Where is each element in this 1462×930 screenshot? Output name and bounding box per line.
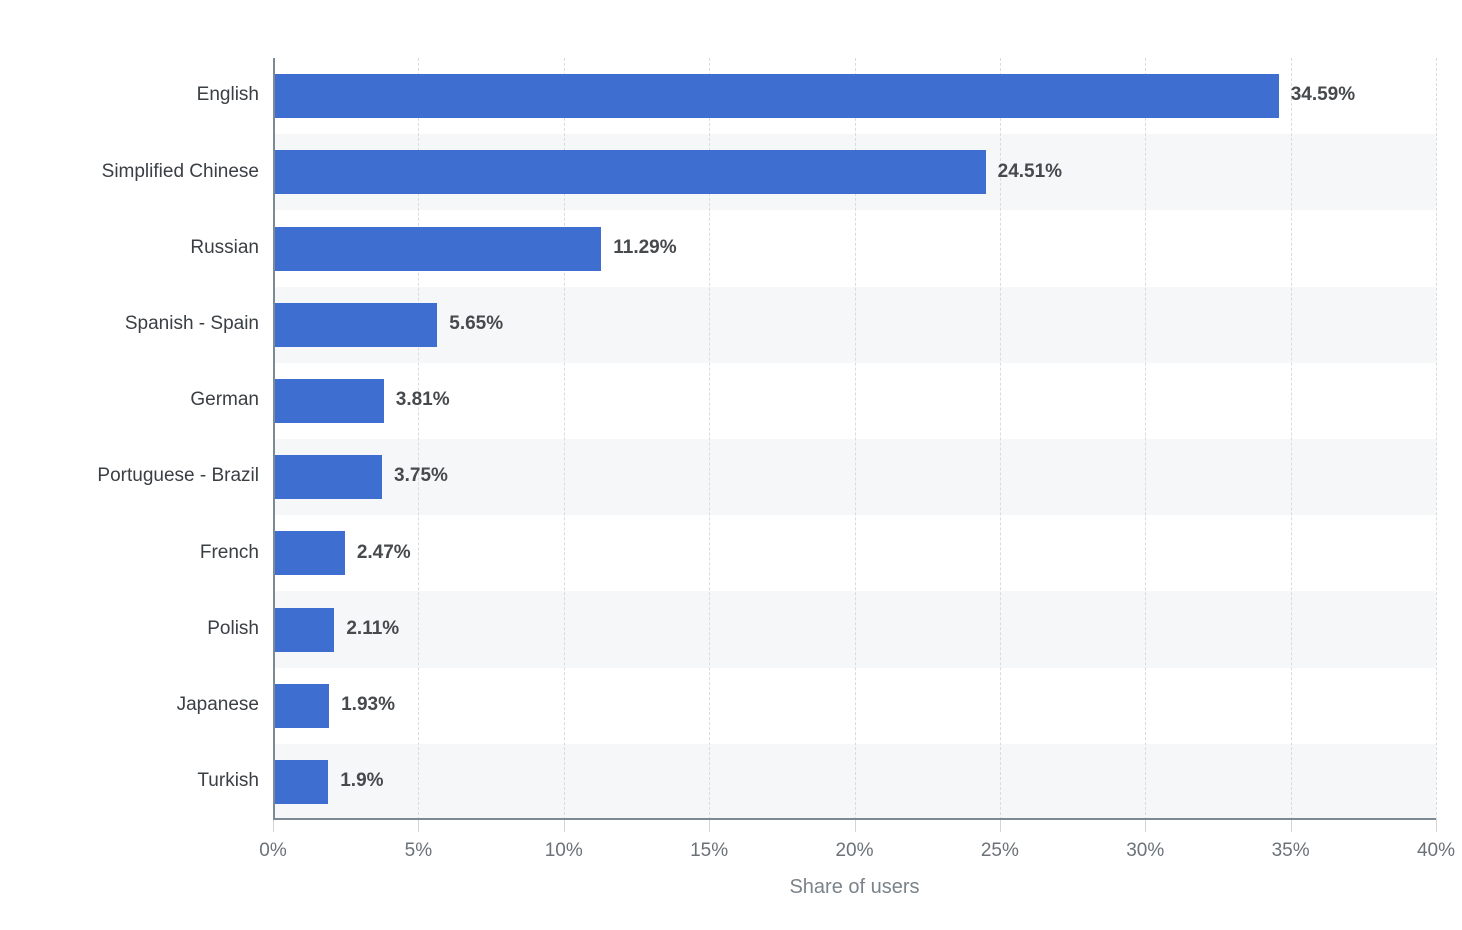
category-label: Russian: [190, 237, 259, 259]
bar: [275, 531, 345, 575]
bar-value-label: 3.75%: [394, 465, 448, 487]
x-tick-mark: [1000, 820, 1001, 832]
x-tick-mark: [1436, 820, 1437, 832]
bar-value-label: 1.9%: [340, 770, 383, 792]
category-label: Simplified Chinese: [102, 161, 259, 183]
category-label: Japanese: [177, 694, 259, 716]
x-tick-mark: [709, 820, 710, 832]
x-axis-title: Share of users: [789, 876, 919, 899]
bar-value-label: 3.81%: [396, 389, 450, 411]
grid-line: [1145, 58, 1146, 820]
x-tick-label: 5%: [405, 840, 432, 862]
bar: [275, 684, 329, 728]
bar: [275, 150, 986, 194]
bar: [275, 227, 601, 271]
bar: [275, 455, 382, 499]
bar-value-label: 11.29%: [613, 237, 676, 259]
bar: [275, 379, 384, 423]
category-label: English: [197, 84, 259, 106]
x-tick-label: 0%: [259, 840, 286, 862]
bar-value-label: 5.65%: [449, 313, 503, 335]
x-tick-label: 20%: [835, 840, 873, 862]
bar-value-label: 34.59%: [1291, 84, 1355, 106]
x-tick-label: 10%: [545, 840, 583, 862]
grid-line: [1436, 58, 1437, 820]
category-label: Portuguese - Brazil: [97, 465, 259, 487]
x-tick-mark: [564, 820, 565, 832]
bar-value-label: 1.93%: [341, 694, 395, 716]
x-tick-mark: [855, 820, 856, 832]
x-tick-label: 40%: [1417, 840, 1455, 862]
bar: [275, 760, 328, 804]
bar-value-label: 2.47%: [357, 542, 411, 564]
x-tick-label: 35%: [1272, 840, 1310, 862]
bar-value-label: 24.51%: [998, 161, 1062, 183]
category-label: Spanish - Spain: [125, 313, 259, 335]
category-label: German: [190, 389, 259, 411]
x-tick-label: 30%: [1126, 840, 1164, 862]
bar: [275, 303, 437, 347]
x-tick-mark: [1291, 820, 1292, 832]
x-tick-label: 15%: [690, 840, 728, 862]
x-tick-label: 25%: [981, 840, 1019, 862]
category-label: French: [200, 542, 259, 564]
chart-container: 34.59% 24.51% 11.29% 5.65% 3.81% 3.75% 2.47% 2.…: [0, 0, 1462, 930]
grid-line: [1291, 58, 1292, 820]
x-tick-mark: [418, 820, 419, 832]
bar: [275, 608, 334, 652]
category-label: Turkish: [197, 770, 259, 792]
bar: [275, 74, 1279, 118]
x-tick-mark: [1145, 820, 1146, 832]
y-axis-line: [273, 58, 275, 820]
plot-area: 34.59% 24.51% 11.29% 5.65% 3.81% 3.75% 2.47% 2.…: [273, 58, 1436, 820]
category-label: Polish: [207, 618, 259, 640]
x-tick-mark: [273, 820, 274, 832]
bar-value-label: 2.11%: [346, 618, 399, 640]
